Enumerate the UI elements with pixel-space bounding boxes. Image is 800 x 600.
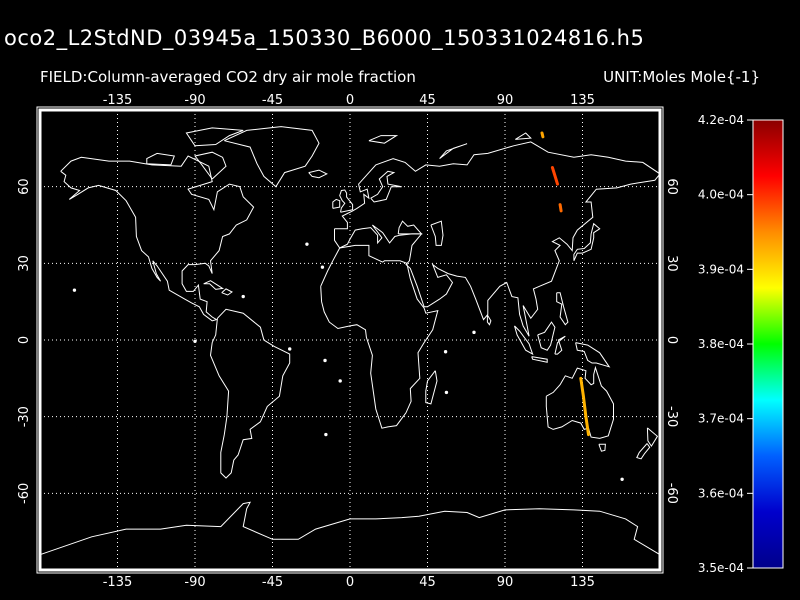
colorbar-tick-label: 3.7e-04: [698, 412, 744, 426]
africa-coast: [320, 244, 439, 429]
china-swath: [558, 203, 563, 213]
lat-tick-left: 0: [17, 336, 32, 344]
philippines-coast: [556, 292, 569, 326]
antarctica-coast: [39, 501, 661, 556]
small-island: [72, 288, 77, 292]
small-island: [324, 432, 328, 437]
field-label: FIELD:Column-averaged CO2 dry air mole f…: [40, 68, 416, 86]
lat-tick-right: -30: [664, 406, 679, 427]
lon-tick-bottom: -90: [184, 575, 205, 590]
co2-swaths: [540, 131, 590, 437]
hispaniola-coast: [221, 288, 233, 296]
south-america-coast: [209, 308, 291, 479]
lon-tick-top: 135: [570, 93, 595, 108]
new-zealand-coast: [646, 427, 659, 448]
uk-coast: [339, 189, 354, 213]
colorbar-tick-label: 4.0e-04: [698, 188, 744, 202]
lat-tick-left: -60: [17, 483, 32, 504]
tasmania-coast: [598, 443, 606, 452]
lon-tick-bottom: 135: [570, 575, 595, 590]
baffin-coast: [194, 151, 227, 180]
colorbar-ticks: 4.2e-04 4.0e-04 3.9e-04 3.8e-04 3.7e-04 3.6e-…: [698, 113, 753, 575]
axis-tick-labels: -135 -135 -90 -90 -45 -45 0 0 45 45 90 90 135 135 60 60…: [17, 93, 679, 590]
lat-tick-right: -60: [664, 483, 679, 504]
small-island: [320, 265, 325, 269]
north-america-coast: [60, 155, 255, 322]
lon-tick-top: -90: [184, 93, 205, 108]
cuba-coast: [203, 280, 225, 290]
java-coast: [531, 356, 548, 363]
siberia-dot: [540, 131, 545, 139]
lon-tick-bottom: -135: [103, 575, 133, 590]
siberia-swath: [550, 166, 559, 186]
small-island: [338, 379, 342, 383]
lon-tick-bottom: 0: [346, 575, 354, 590]
lat-tick-left: 60: [17, 178, 32, 195]
colorbar-tick-label: 3.5e-04: [698, 561, 744, 575]
lon-tick-top: -135: [103, 93, 133, 108]
colorbar-tick-label: 3.8e-04: [698, 337, 744, 351]
colorbar-tick-label: 3.9e-04: [698, 262, 744, 276]
australia-coast: [545, 365, 614, 439]
ellesmere-coast: [185, 127, 244, 147]
sumatra-coast: [514, 325, 534, 356]
scandinavia-baltic-coast: [370, 170, 402, 203]
lon-tick-top: 0: [346, 93, 354, 108]
file-title: oco2_L2StdND_03945a_150330_B6000_1503310…: [4, 26, 645, 50]
lon-tick-bottom: 90: [497, 575, 514, 590]
borneo-coast: [537, 321, 556, 351]
lat-tick-left: 30: [17, 255, 32, 272]
small-island: [620, 477, 624, 481]
caspian-coast: [430, 220, 444, 246]
small-island: [241, 294, 245, 299]
lon-tick-top: -45: [262, 93, 283, 108]
colorbar-tick-label: 3.6e-04: [698, 486, 744, 500]
eurasia-coast: [334, 141, 661, 337]
severnaya-zemlya-coast: [515, 132, 532, 140]
lon-tick-bottom: 45: [419, 575, 436, 590]
small-island: [323, 358, 327, 363]
sri-lanka-coast: [486, 314, 492, 326]
new-zealand-south-coast: [636, 443, 651, 460]
colorbar: [752, 119, 784, 569]
colorbar-tick-label: 4.2e-04: [698, 113, 744, 127]
lon-tick-top: 45: [419, 93, 436, 108]
lon-tick-top: 90: [497, 93, 514, 108]
small-island: [193, 339, 197, 343]
lat-tick-left: -30: [17, 406, 32, 427]
greenland-coast: [224, 126, 320, 188]
madagascar-coast: [425, 370, 438, 405]
svalbard-coast: [368, 135, 399, 144]
black-sea-coast: [397, 220, 423, 235]
small-island: [443, 350, 448, 354]
victoria-island-coast: [146, 152, 175, 166]
iceland-coast: [308, 169, 328, 179]
small-island: [472, 330, 476, 335]
ireland-coast: [332, 198, 341, 209]
novaya-zemlya-coast: [439, 143, 468, 159]
lon-tick-bottom: -45: [262, 575, 283, 590]
lat-tick-right: 30: [664, 255, 679, 272]
japan-coast: [573, 222, 601, 262]
graticule: [40, 110, 660, 570]
sulawesi-coast: [554, 335, 566, 355]
lat-tick-right: 0: [664, 336, 679, 344]
map-outer-frame: [36, 106, 664, 574]
coastlines: [39, 126, 661, 556]
australia-swath: [579, 376, 590, 437]
small-island: [305, 242, 309, 246]
small-island: [444, 390, 449, 395]
small-island: [288, 347, 292, 351]
new-guinea-coast: [575, 342, 611, 368]
unit-label: UNIT:Moles Mole{-1}: [603, 68, 760, 86]
lat-tick-right: 60: [664, 178, 679, 195]
